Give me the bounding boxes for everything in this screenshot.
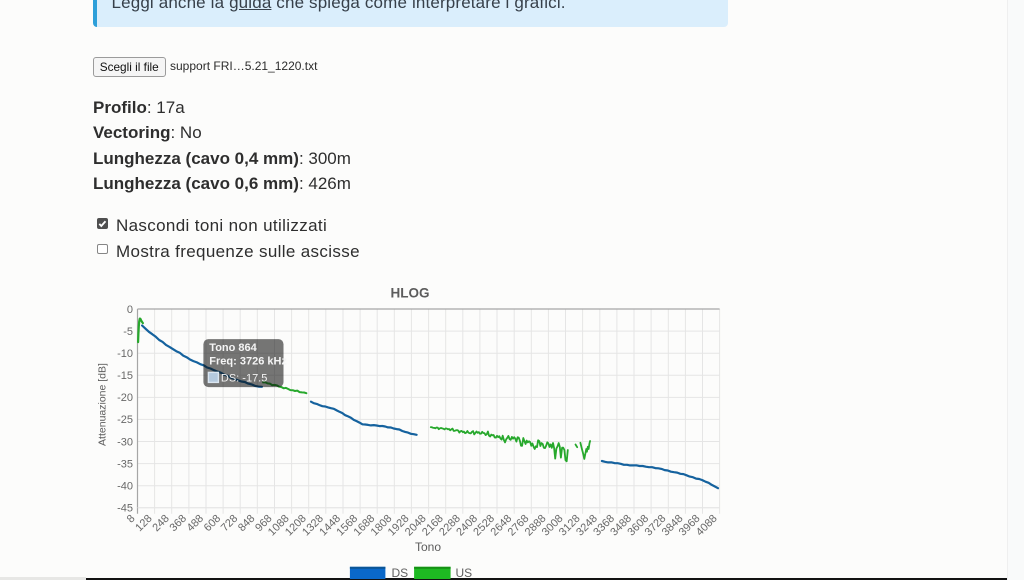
svg-text:-15: -15 [117,370,133,382]
svg-text:Freq: 3726 kHz: Freq: 3726 kHz [209,356,287,368]
svg-text:-30: -30 [117,436,133,448]
svg-text:0: 0 [127,304,133,316]
svg-text:DS: DS [392,566,409,580]
svg-text:-45: -45 [117,503,133,515]
svg-text:Tono: Tono [415,540,441,554]
svg-text:Attenuazione [dB]: Attenuazione [dB] [97,363,109,446]
svg-text:DS: -17.5: DS: -17.5 [221,372,267,384]
svg-text:HLOG: HLOG [391,286,430,301]
svg-text:-20: -20 [117,392,133,404]
svg-text:-5: -5 [123,326,133,338]
svg-text:-10: -10 [117,348,133,360]
svg-text:-40: -40 [117,481,133,493]
svg-text:US: US [456,566,473,580]
svg-text:-25: -25 [117,414,133,426]
svg-text:-35: -35 [117,458,133,470]
svg-text:Tono 864: Tono 864 [209,342,257,354]
